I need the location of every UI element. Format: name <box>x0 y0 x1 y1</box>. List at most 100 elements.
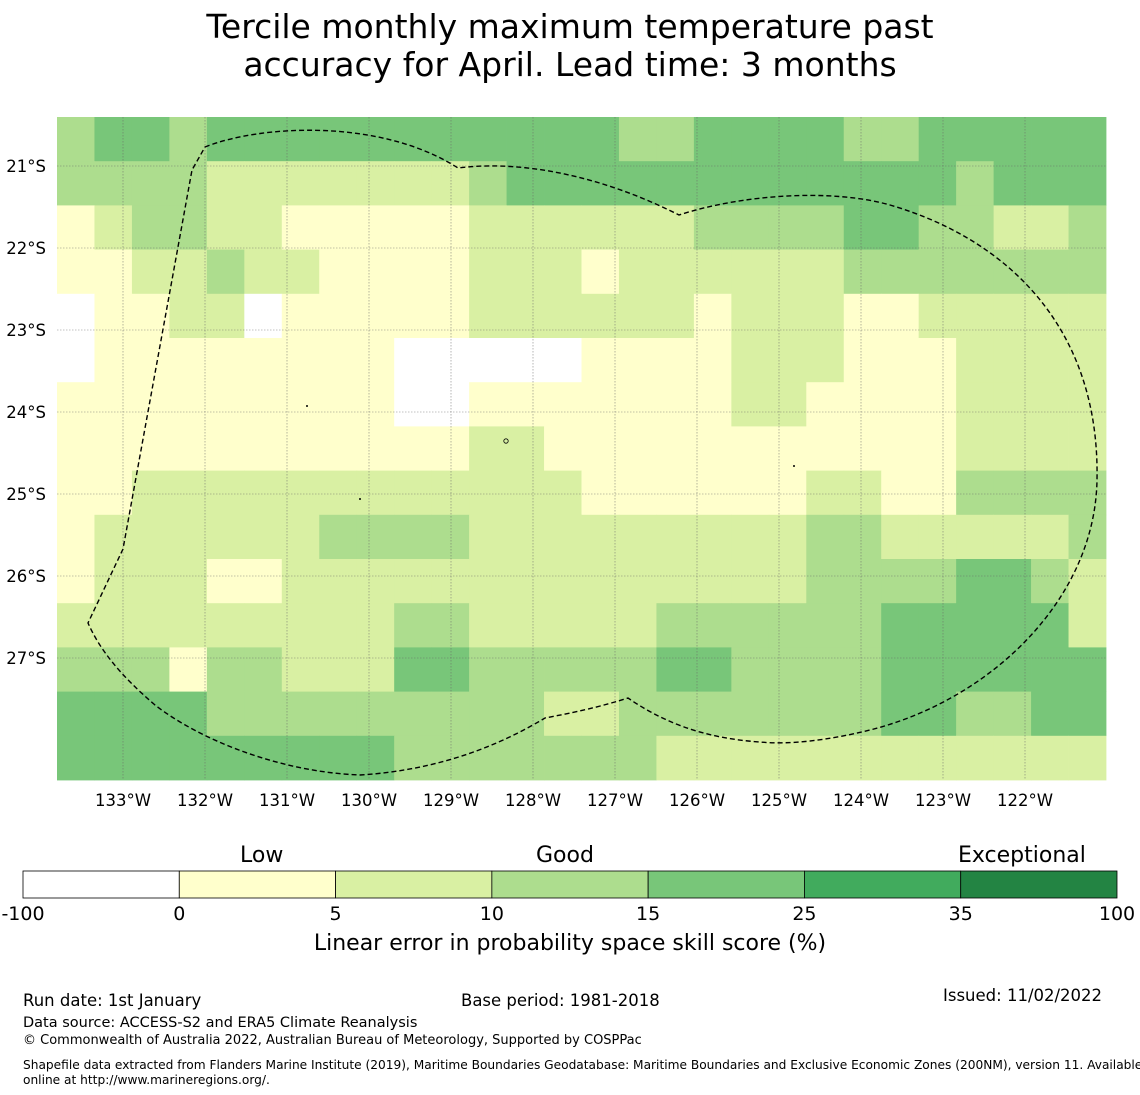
grid-cell <box>94 691 133 737</box>
grid-cell <box>57 293 95 339</box>
grid-cell <box>881 735 920 781</box>
grid-cell <box>469 559 507 604</box>
grid-cell <box>131 603 170 648</box>
grid-cell <box>506 514 545 560</box>
grid-cell <box>1068 382 1107 427</box>
grid-cell <box>244 514 283 560</box>
grid-cell <box>169 161 208 206</box>
grid-cell <box>693 293 732 339</box>
grid-cell <box>1068 249 1107 295</box>
grid-cell <box>693 338 732 383</box>
grid-cell <box>656 470 695 516</box>
grid-cell <box>993 338 1032 383</box>
longitude-tick-label: 125°W <box>751 791 807 810</box>
grid-cell <box>244 735 283 781</box>
grid-cell <box>206 249 245 295</box>
grid-cell <box>57 603 95 648</box>
grid-cell <box>94 249 133 295</box>
grid-cell <box>506 205 545 250</box>
grid-cell <box>57 117 95 162</box>
grid-cell <box>394 514 433 560</box>
grid-cell <box>131 647 170 692</box>
copyright: © Commonwealth of Australia 2022, Austra… <box>23 1033 642 1048</box>
grid-cell <box>656 691 695 737</box>
grid-cell <box>206 382 245 427</box>
grid-cell <box>881 514 920 560</box>
grid-cell <box>731 382 770 427</box>
grid-cell <box>244 293 283 339</box>
grid-cell <box>431 691 470 737</box>
grid-cell <box>693 691 732 737</box>
grid-cell <box>319 338 358 383</box>
grid-cell <box>169 249 208 295</box>
grid-cell <box>57 161 95 206</box>
grid-cell <box>1068 691 1107 737</box>
grid-cell <box>768 470 807 516</box>
colorbar-segment <box>960 870 1118 899</box>
grid-cell <box>956 735 994 781</box>
grid-cell <box>506 603 545 648</box>
grid-cell <box>843 603 882 648</box>
grid-cell <box>918 470 957 516</box>
grid-cell <box>281 117 320 162</box>
grid-cell <box>768 559 807 604</box>
grid-cell <box>431 514 470 560</box>
grid-cell <box>394 559 433 604</box>
grid-cell <box>656 426 695 471</box>
grid-cell <box>356 249 395 295</box>
grid-cell <box>206 426 245 471</box>
grid-cell <box>206 161 245 206</box>
graticule <box>57 117 1106 780</box>
grid-cell <box>768 426 807 471</box>
grid-cell <box>693 161 732 206</box>
grid-cell <box>469 470 507 516</box>
grid-cell <box>768 293 807 339</box>
colorbar-segment <box>647 870 805 899</box>
longitude-tick-label: 132°W <box>177 791 233 810</box>
grid-cell <box>768 161 807 206</box>
grid-cell <box>1031 647 1069 692</box>
grid-cell <box>319 514 358 560</box>
grid-cell <box>1031 514 1069 560</box>
grid-cell <box>94 293 133 339</box>
grid-cell <box>206 735 245 781</box>
grid-cell <box>1031 470 1069 516</box>
grid-cell <box>918 161 957 206</box>
grid-cell <box>431 470 470 516</box>
grid-cell <box>244 559 283 604</box>
grid-cell <box>993 735 1032 781</box>
grid-cell <box>169 117 208 162</box>
grid-cell <box>768 691 807 737</box>
grid-cell <box>1031 249 1069 295</box>
eez-boundary <box>87 129 1098 776</box>
grid-cell <box>806 382 845 427</box>
base-period: Base period: 1981-2018 <box>461 991 660 1010</box>
grid-cell <box>618 117 657 162</box>
grid-cell <box>57 470 95 516</box>
grid-cell <box>57 382 95 427</box>
grid-cell <box>731 249 770 295</box>
grid-cell <box>618 514 657 560</box>
grid-cell <box>581 470 620 516</box>
grid-cell <box>656 117 695 162</box>
grid-cell <box>806 735 845 781</box>
grid-cell <box>1068 647 1107 692</box>
grid-cell <box>244 603 283 648</box>
grid-cell <box>1068 426 1107 471</box>
grid-cell <box>581 249 620 295</box>
grid-cell <box>469 735 507 781</box>
grid-cell <box>806 426 845 471</box>
grid-cell <box>206 470 245 516</box>
grid-cell <box>169 338 208 383</box>
grid-cell <box>693 117 732 162</box>
grid-cell <box>731 426 770 471</box>
grid-cell <box>57 559 95 604</box>
grid-cell <box>581 647 620 692</box>
latitude-tick-label: 21°S <box>6 157 46 176</box>
grid-cell <box>843 293 882 339</box>
grid-cell <box>806 647 845 692</box>
grid-cell <box>768 205 807 250</box>
grid-cell <box>1068 338 1107 383</box>
category-exceptional: Exceptional <box>958 843 1086 868</box>
